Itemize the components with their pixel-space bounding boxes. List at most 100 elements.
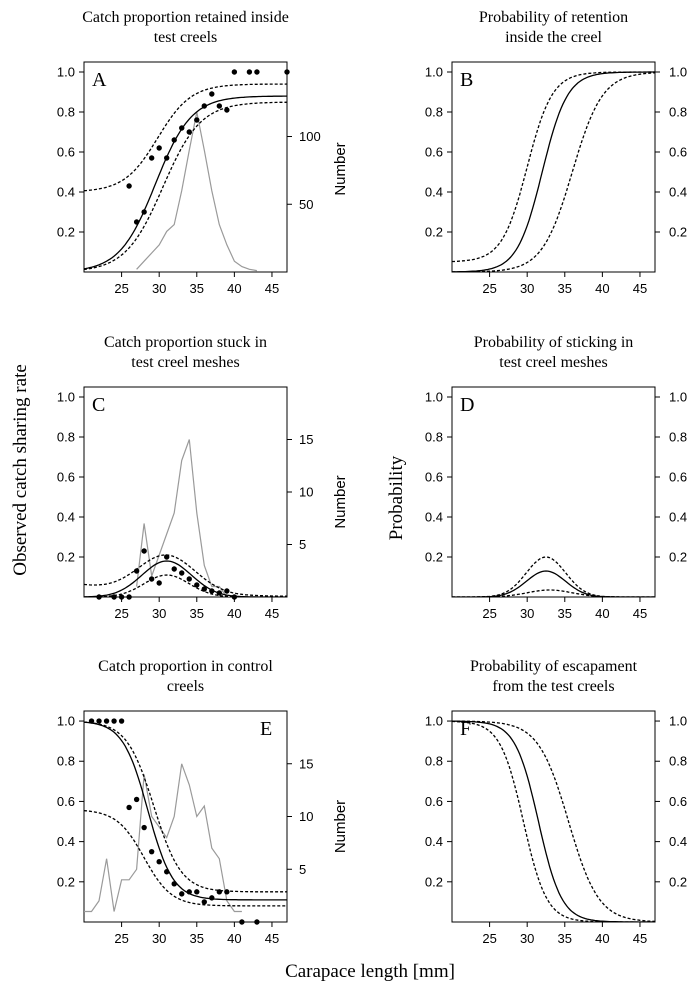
observed-point: [186, 889, 192, 895]
x-tick-label: 30: [152, 931, 166, 946]
x-tick-label: 35: [558, 931, 572, 946]
x-tick-label: 30: [520, 281, 534, 296]
count-tick-label: 50: [299, 197, 313, 212]
x-tick-label: 35: [558, 606, 572, 621]
observed-point: [126, 183, 132, 189]
plot-frame: [451, 61, 656, 273]
observed-point: [133, 219, 140, 225]
right-tick-label: 0.6: [669, 145, 687, 160]
observed-point: [141, 548, 147, 554]
right-tick-label: 0.2: [669, 550, 687, 565]
observed-point: [133, 568, 140, 574]
x-tick-label: 40: [227, 606, 241, 621]
x-tick-label: 45: [265, 281, 279, 296]
count-axis-label: Number: [332, 800, 349, 853]
right-tick-label: 1.0: [669, 714, 687, 729]
fitted-curve: [452, 720, 655, 922]
lower-confidence-band: [452, 589, 655, 597]
panel-title-line: test creel meshes: [499, 354, 607, 371]
y-tick-label: 0.8: [57, 754, 75, 769]
right-tick-label: 0.4: [669, 834, 687, 849]
x-tick-label: 30: [520, 606, 534, 621]
lower-confidence-band: [452, 720, 655, 922]
observed-point: [156, 580, 162, 586]
upper-confidence-band: [84, 554, 287, 597]
panel-b: Probability of retention inside the creel…: [425, 9, 687, 296]
observed-point: [179, 125, 185, 131]
x-tick-label: 45: [633, 606, 647, 621]
panel-title-line: Probability of sticking in: [474, 334, 634, 351]
upper-confidence-band: [84, 83, 287, 192]
lower-confidence-band: [84, 101, 287, 271]
observed-point: [88, 718, 95, 724]
observed-point: [194, 889, 200, 895]
y-tick-label: 0.8: [425, 754, 443, 769]
y-tick-label: 1.0: [425, 65, 443, 80]
observed-point: [148, 576, 155, 582]
observed-point: [96, 594, 102, 600]
panel-grid: Catch proportion retained inside test cre…: [57, 9, 687, 946]
y-tick-label: 0.4: [57, 185, 75, 200]
panel-title-line: Catch proportion in control: [98, 658, 273, 675]
observed-point: [224, 889, 230, 895]
panel-title-line: Catch proportion stuck in: [104, 334, 267, 351]
x-tick-label: 35: [558, 281, 572, 296]
y-tick-label: 0.4: [57, 510, 75, 525]
panel-letter: F: [460, 718, 471, 740]
panel-title-line: from the test creels: [492, 678, 614, 695]
lower-confidence-band: [84, 574, 287, 597]
observed-point: [126, 804, 132, 811]
y-tick-label: 0.6: [425, 794, 443, 809]
observed-point: [194, 582, 200, 588]
panel-f: Probability of escapament from the test c…: [425, 658, 687, 946]
x-tick-label: 35: [190, 931, 204, 946]
figure-ylabel-right: Probability: [386, 455, 407, 540]
count-axis-label: Number: [332, 475, 349, 528]
figure-xlabel: Carapace length [mm]: [285, 961, 455, 982]
observed-point: [164, 554, 170, 560]
y-tick-label: 0.4: [425, 834, 443, 849]
observed-point: [164, 155, 170, 161]
count-tick-label: 15: [299, 432, 313, 447]
observed-point: [171, 137, 177, 143]
count-tick-label: 15: [299, 756, 313, 771]
panel-c: Catch proportion stuck in test creel mesh…: [57, 334, 349, 621]
panel-letter: D: [460, 394, 474, 416]
y-tick-label: 0.6: [425, 470, 443, 485]
fitted-curve: [84, 95, 287, 270]
x-tick-label: 25: [114, 606, 128, 621]
y-tick-label: 0.2: [425, 550, 443, 565]
observed-point: [246, 69, 253, 75]
y-tick-label: 1.0: [57, 65, 75, 80]
observed-point: [254, 919, 260, 925]
observed-point: [284, 69, 290, 75]
observed-point: [118, 594, 125, 600]
observed-point: [171, 566, 177, 572]
y-tick-label: 0.6: [57, 794, 75, 809]
observed-point: [216, 590, 223, 596]
x-tick-label: 25: [482, 281, 496, 296]
observed-point: [216, 889, 223, 895]
y-tick-label: 0.8: [57, 430, 75, 445]
observed-point: [179, 570, 185, 576]
observed-point: [156, 859, 162, 865]
right-tick-label: 1.0: [669, 390, 687, 405]
y-tick-label: 0.4: [425, 185, 443, 200]
panel-a: Catch proportion retained inside test cre…: [57, 9, 349, 296]
upper-confidence-band: [452, 71, 655, 263]
upper-confidence-band: [452, 720, 655, 922]
y-tick-label: 0.8: [425, 430, 443, 445]
y-tick-label: 0.4: [425, 510, 443, 525]
y-tick-label: 0.2: [425, 225, 443, 240]
observed-point: [209, 895, 215, 901]
observed-point: [111, 718, 117, 724]
count-tick-label: 10: [299, 809, 313, 824]
upper-confidence-band: [452, 556, 655, 597]
right-tick-label: 0.8: [669, 754, 687, 769]
observed-point: [209, 588, 215, 594]
x-tick-label: 40: [595, 606, 609, 621]
count-series-line: [84, 763, 242, 913]
x-tick-label: 45: [633, 281, 647, 296]
x-tick-label: 40: [227, 281, 241, 296]
y-tick-label: 0.4: [57, 834, 75, 849]
